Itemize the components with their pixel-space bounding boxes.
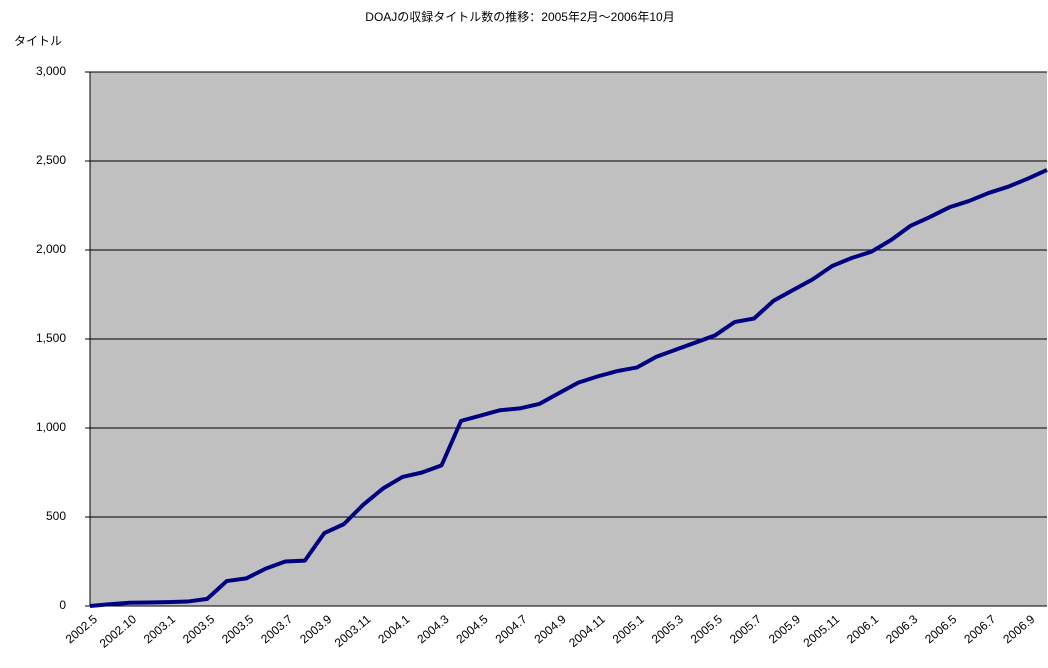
x-tick-label: 2003.5 xyxy=(219,612,256,647)
x-tick-label: 2004.5 xyxy=(453,612,490,647)
x-tick-label: 2006.5 xyxy=(922,612,959,647)
x-tick-label: 2006.7 xyxy=(961,612,998,647)
x-tick-label: 2003.1 xyxy=(141,612,178,647)
x-tick-label: 2005.1 xyxy=(610,612,647,647)
x-tick-label: 2003.9 xyxy=(297,612,334,647)
y-tick-label: 500 xyxy=(46,509,66,523)
x-tick-label: 2006.1 xyxy=(844,612,881,647)
y-tick-label: 3,000 xyxy=(36,64,66,78)
x-tick-label: 2003.5 xyxy=(180,612,217,647)
x-tick-label: 2005.3 xyxy=(649,612,686,647)
x-tick-label: 2004.7 xyxy=(493,612,530,647)
y-tick-label: 0 xyxy=(59,598,66,612)
x-tick-label: 2003.11 xyxy=(332,612,374,650)
x-tick-label: 2005.9 xyxy=(766,612,803,647)
x-tick-label: 2004.1 xyxy=(375,612,412,647)
data-line xyxy=(89,168,1048,608)
x-tick-label: 2006.9 xyxy=(1000,612,1037,647)
x-tick-label: 2005.5 xyxy=(688,612,725,647)
y-tick-label: 1,500 xyxy=(36,331,66,345)
y-tick-label: 1,000 xyxy=(36,420,66,434)
x-tick-label: 2002.5 xyxy=(63,612,100,647)
x-tick-label: 2002.10 xyxy=(97,612,139,651)
y-axis-label: タイトル xyxy=(14,34,62,48)
x-tick-label: 2005.11 xyxy=(801,612,843,650)
chart-title: DOAJの収録タイトル数の推移：2005年2月～2006年10月 xyxy=(365,9,674,24)
x-tick-label: 2004.11 xyxy=(566,612,608,650)
y-tick-label: 2,500 xyxy=(36,153,66,167)
x-tick-label: 2004.9 xyxy=(532,612,569,647)
x-tick-label: 2004.3 xyxy=(414,612,451,647)
x-tick-label: 2005.7 xyxy=(727,612,764,647)
y-tick-label: 2,000 xyxy=(36,242,66,256)
x-tick-label: 2006.3 xyxy=(883,612,920,647)
x-tick-label: 2003.7 xyxy=(258,612,295,647)
